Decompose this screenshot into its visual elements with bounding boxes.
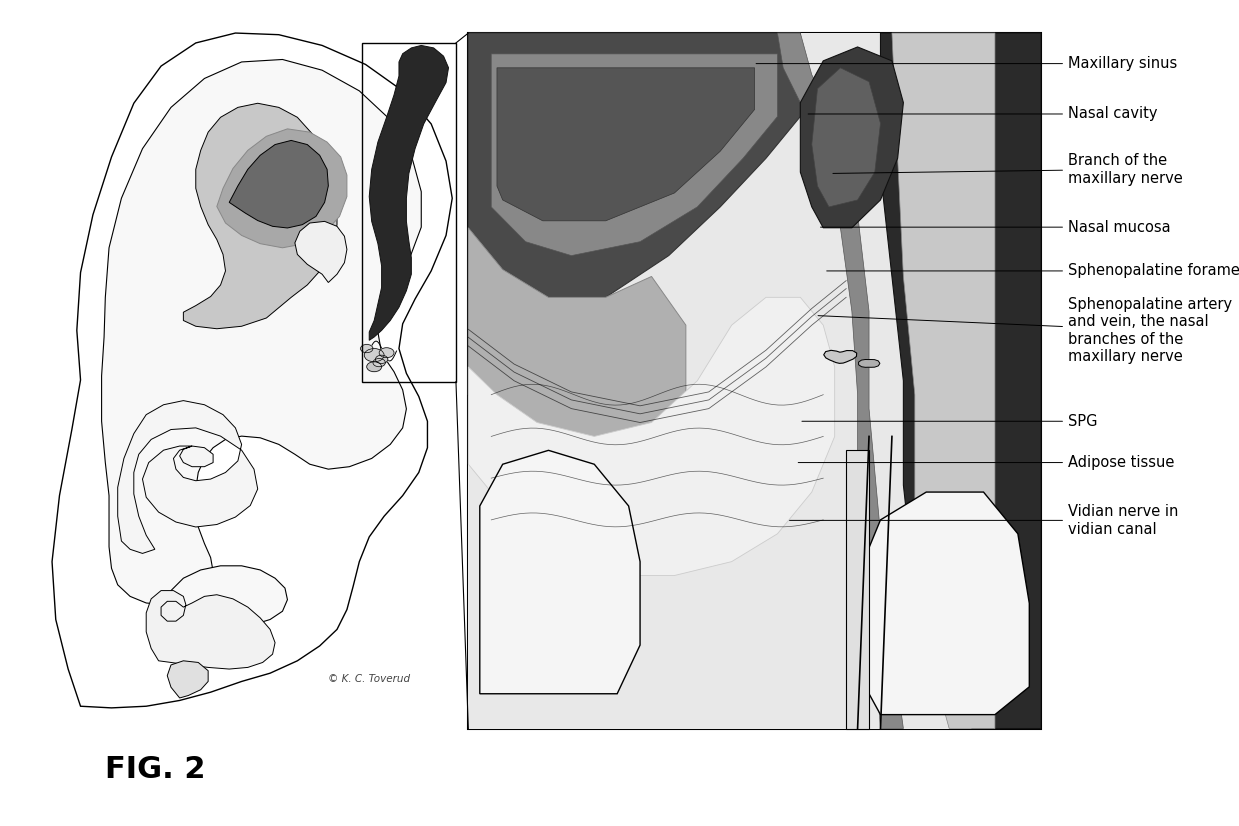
Circle shape (367, 362, 382, 372)
Text: Sphenopalatine artery
and vein, the nasal
branches of the
maxillary nerve: Sphenopalatine artery and vein, the nasa… (818, 297, 1232, 364)
Text: Maxillary sinus: Maxillary sinus (756, 56, 1177, 71)
Polygon shape (102, 59, 421, 605)
Bar (468, 33, 1041, 729)
Polygon shape (171, 566, 287, 626)
Bar (468, 33, 1041, 729)
Polygon shape (183, 103, 337, 329)
Polygon shape (167, 661, 208, 698)
Polygon shape (491, 54, 777, 255)
Circle shape (379, 348, 394, 358)
Polygon shape (52, 33, 452, 708)
Bar (362, 43, 456, 382)
Circle shape (364, 349, 384, 362)
Polygon shape (468, 297, 835, 576)
Text: SPG: SPG (802, 414, 1098, 429)
Polygon shape (118, 401, 258, 553)
Text: Vidian nerve in
vidian canal: Vidian nerve in vidian canal (789, 504, 1178, 537)
Text: FIG. 2: FIG. 2 (104, 755, 206, 785)
Text: Sphenopalatine foramen: Sphenopalatine foramen (826, 263, 1239, 278)
Text: Adipose tissue: Adipose tissue (798, 455, 1175, 470)
Polygon shape (369, 45, 449, 340)
Polygon shape (812, 68, 881, 206)
Polygon shape (497, 68, 755, 221)
Polygon shape (824, 350, 856, 363)
Polygon shape (217, 129, 347, 248)
Text: Branch of the
maxillary nerve: Branch of the maxillary nerve (833, 153, 1183, 186)
Polygon shape (468, 33, 800, 297)
Text: Nasal mucosa: Nasal mucosa (820, 220, 1171, 235)
Polygon shape (146, 591, 275, 669)
Polygon shape (857, 492, 1030, 714)
Polygon shape (295, 221, 347, 282)
Polygon shape (479, 450, 641, 694)
Polygon shape (800, 47, 903, 228)
Circle shape (373, 358, 385, 367)
Polygon shape (468, 228, 686, 464)
Text: Nasal cavity: Nasal cavity (808, 107, 1157, 121)
Text: © K. C. Toverud: © K. C. Toverud (328, 674, 410, 684)
Polygon shape (881, 33, 1041, 729)
Polygon shape (892, 33, 995, 729)
Polygon shape (229, 140, 328, 228)
Polygon shape (846, 450, 869, 729)
Circle shape (375, 355, 388, 363)
Polygon shape (777, 33, 903, 729)
Polygon shape (859, 359, 880, 368)
Circle shape (361, 344, 373, 353)
